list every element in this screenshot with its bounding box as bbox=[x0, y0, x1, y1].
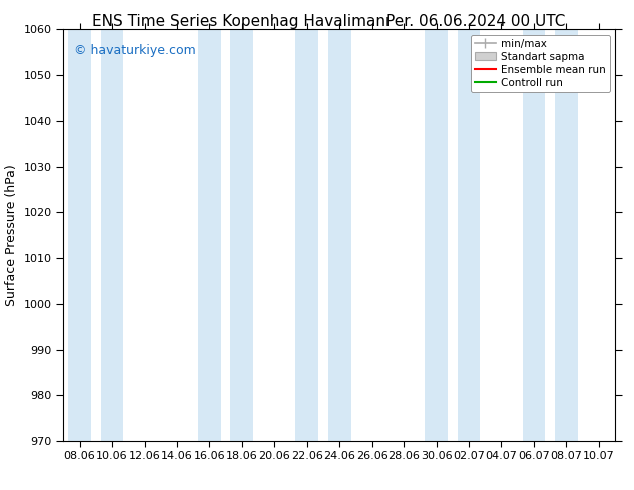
Bar bbox=[231, 29, 253, 441]
Bar bbox=[555, 29, 578, 441]
Bar bbox=[295, 29, 318, 441]
Text: ENS Time Series Kopenhag Havalimanı: ENS Time Series Kopenhag Havalimanı bbox=[93, 14, 389, 29]
Bar bbox=[522, 29, 545, 441]
Bar bbox=[328, 29, 351, 441]
Y-axis label: Surface Pressure (hPa): Surface Pressure (hPa) bbox=[5, 164, 18, 306]
Bar bbox=[198, 29, 221, 441]
Legend: min/max, Standart sapma, Ensemble mean run, Controll run: min/max, Standart sapma, Ensemble mean r… bbox=[470, 35, 610, 92]
Text: Per. 06.06.2024 00 UTC: Per. 06.06.2024 00 UTC bbox=[386, 14, 565, 29]
Bar bbox=[425, 29, 448, 441]
Bar bbox=[458, 29, 481, 441]
Bar bbox=[101, 29, 124, 441]
Text: © havaturkiye.com: © havaturkiye.com bbox=[74, 44, 196, 57]
Bar bbox=[68, 29, 91, 441]
